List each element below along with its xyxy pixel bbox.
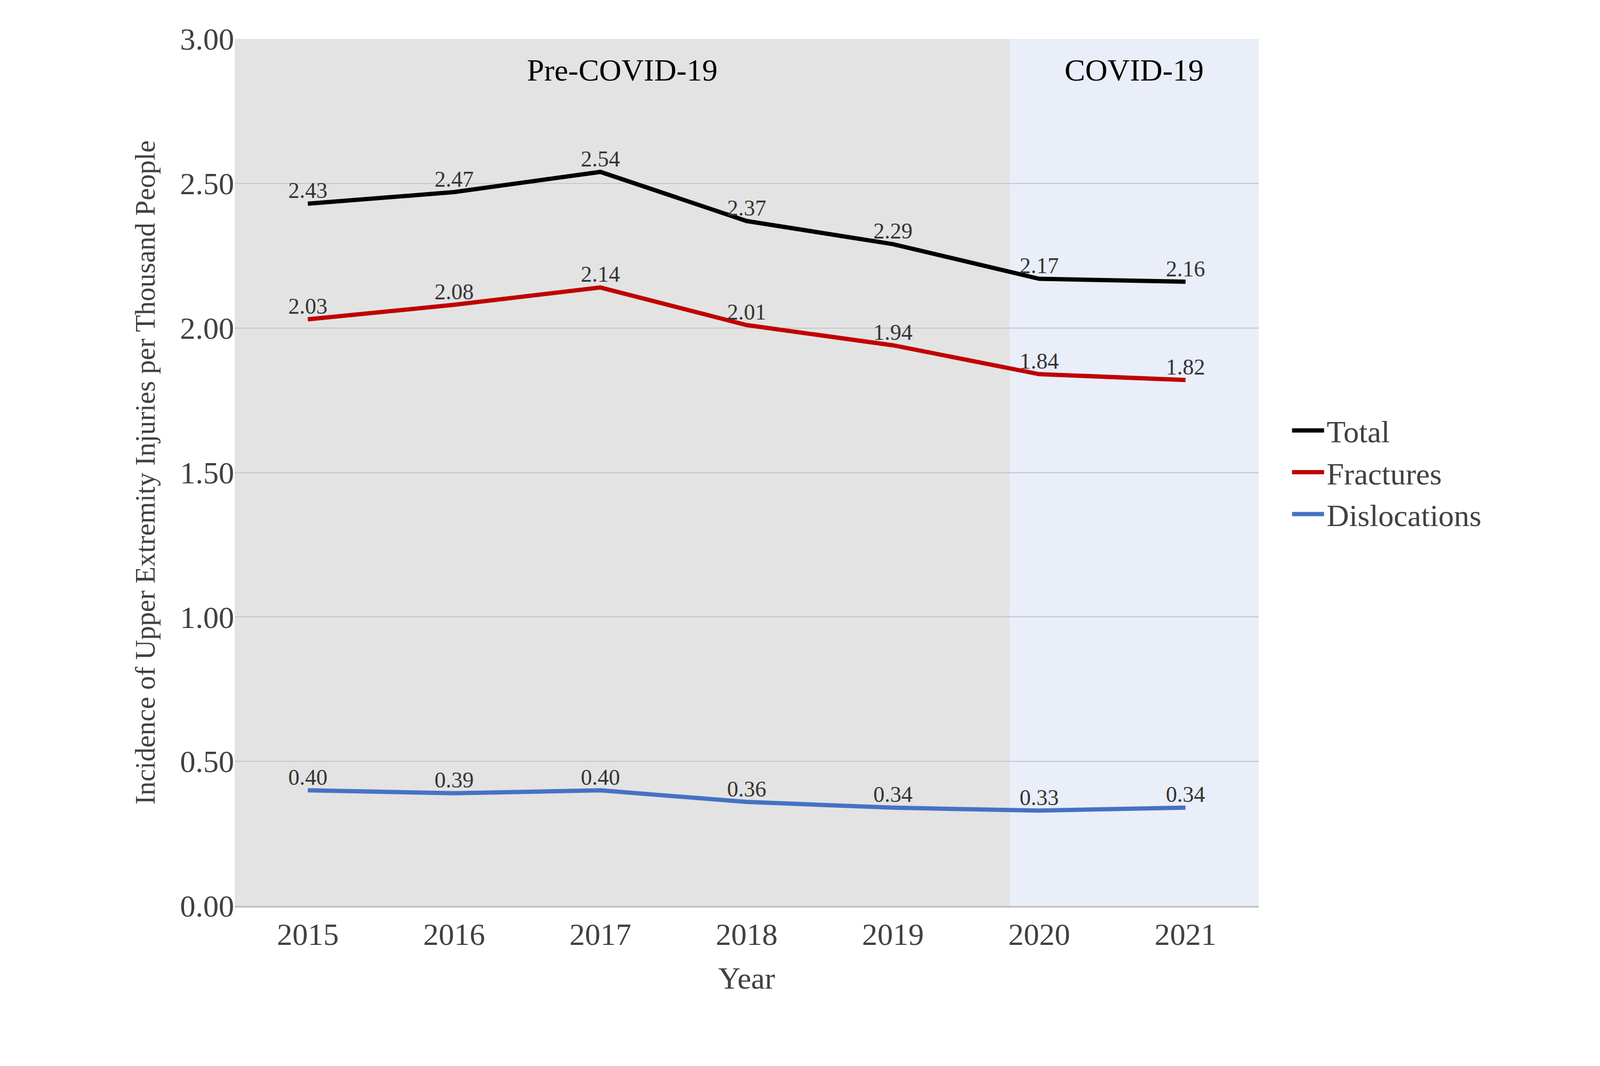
svg-text:2.43: 2.43 [288, 178, 328, 203]
svg-text:0.40: 0.40 [288, 764, 328, 790]
svg-text:Dislocations: Dislocations [1326, 498, 1482, 533]
svg-text:Pre-COVID-19: Pre-COVID-19 [526, 52, 718, 88]
svg-text:2.29: 2.29 [873, 218, 914, 244]
svg-text:COVID-19: COVID-19 [1064, 52, 1204, 88]
svg-text:0.36: 0.36 [726, 776, 767, 802]
svg-text:1.94: 1.94 [873, 320, 914, 345]
svg-text:2.54: 2.54 [580, 146, 621, 172]
svg-text:2.17: 2.17 [1019, 253, 1060, 278]
svg-text:2018: 2018 [715, 916, 778, 952]
svg-text:2.00: 2.00 [180, 310, 235, 346]
svg-text:1.00: 1.00 [180, 600, 235, 635]
svg-text:Incidence of Upper Extremity I: Incidence of Upper Extremity Injuries pe… [130, 140, 161, 805]
svg-text:2019: 2019 [861, 916, 924, 952]
svg-text:0.40: 0.40 [580, 764, 621, 790]
svg-text:Total: Total [1326, 414, 1390, 450]
svg-text:2.50: 2.50 [180, 166, 235, 202]
svg-text:2021: 2021 [1154, 916, 1217, 952]
svg-text:2.16: 2.16 [1165, 256, 1206, 282]
svg-text:Year: Year [718, 960, 776, 996]
svg-text:2.03: 2.03 [288, 293, 328, 319]
svg-text:2.01: 2.01 [726, 299, 767, 325]
svg-text:0.34: 0.34 [1165, 781, 1206, 807]
svg-text:Fractures: Fractures [1326, 456, 1443, 492]
svg-text:1.84: 1.84 [1019, 348, 1060, 374]
svg-text:1.50: 1.50 [180, 455, 235, 491]
svg-text:0.34: 0.34 [873, 781, 914, 807]
svg-text:2016: 2016 [422, 916, 485, 952]
svg-text:2.08: 2.08 [434, 279, 475, 304]
svg-text:2.37: 2.37 [726, 195, 767, 221]
svg-text:0.39: 0.39 [434, 767, 475, 792]
svg-text:3.00: 3.00 [180, 21, 235, 57]
svg-text:2015: 2015 [276, 916, 339, 952]
svg-text:2017: 2017 [569, 916, 632, 952]
svg-text:1.82: 1.82 [1165, 354, 1206, 380]
svg-text:0.33: 0.33 [1019, 785, 1060, 810]
svg-text:2.47: 2.47 [434, 166, 475, 192]
svg-text:2020: 2020 [1008, 916, 1071, 952]
svg-text:2.14: 2.14 [580, 261, 621, 287]
svg-text:0.00: 0.00 [180, 888, 235, 924]
svg-text:0.50: 0.50 [180, 744, 235, 779]
